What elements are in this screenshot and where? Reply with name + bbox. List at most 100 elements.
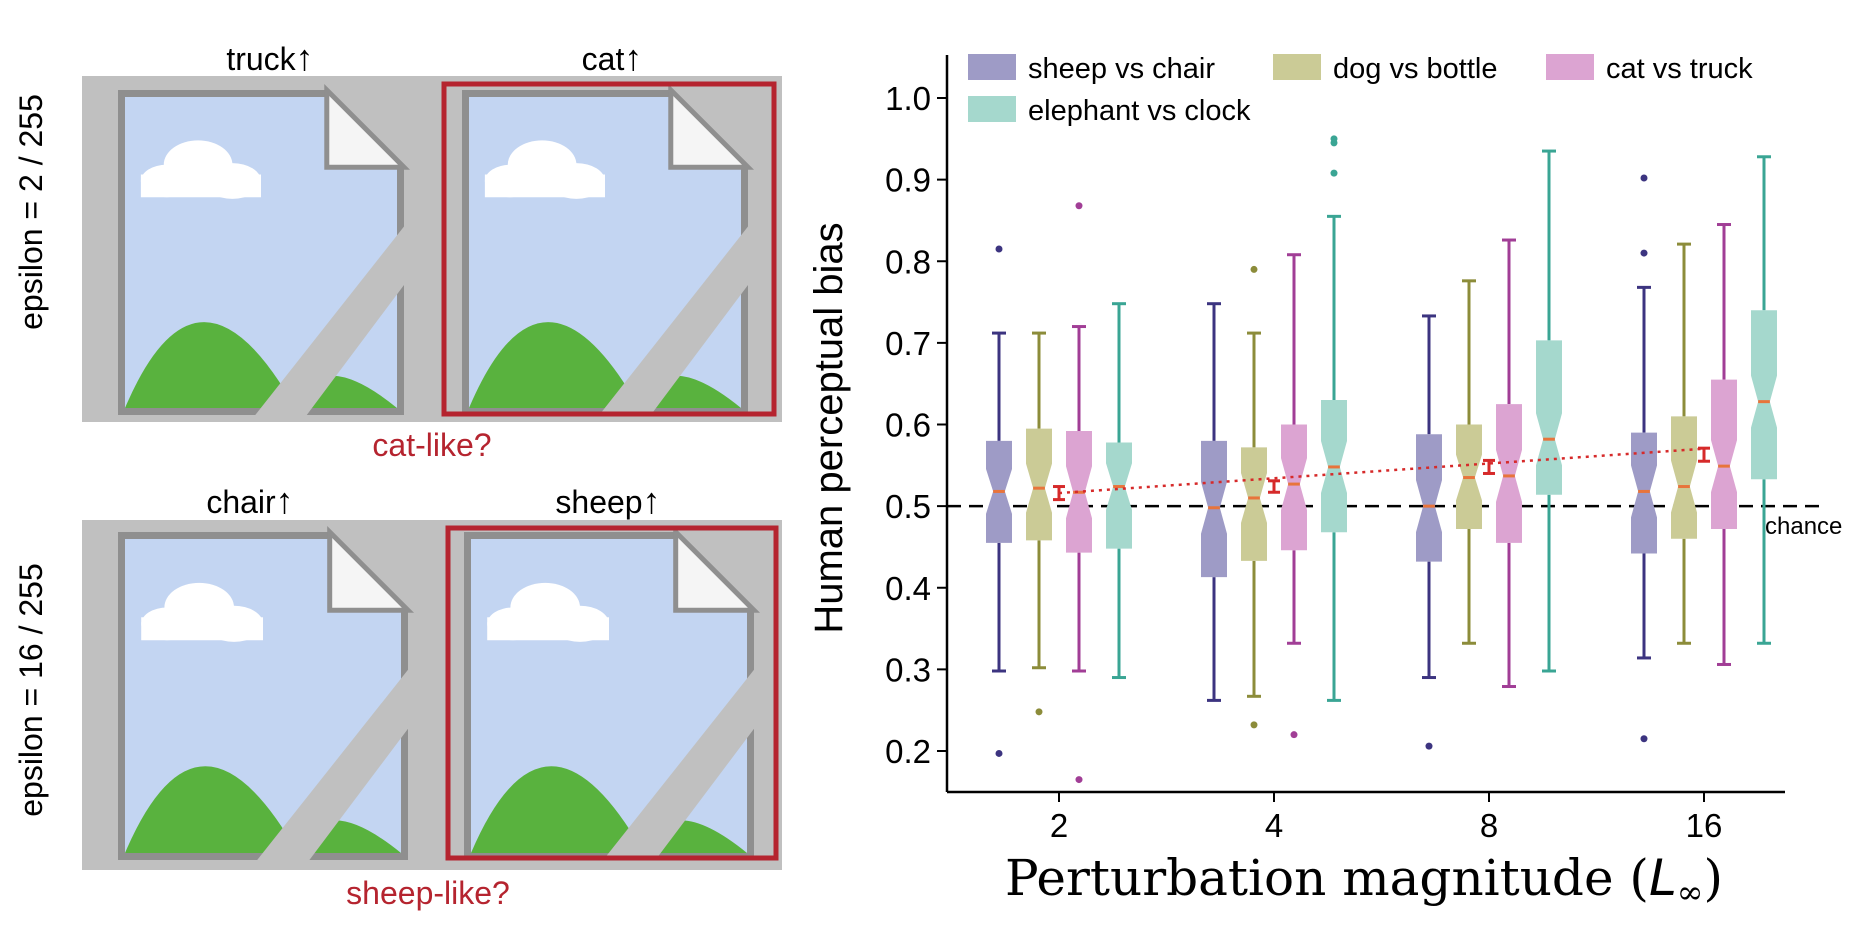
legend-item-dog-vs-bottle: dog vs bottle <box>1273 53 1497 85</box>
box-body <box>1416 434 1442 562</box>
outlier-point <box>1035 708 1043 716</box>
caption-row-1: cat-like? <box>372 427 491 463</box>
right-class-label-row-2: sheep↑ <box>555 480 660 521</box>
box-sheep-vs-chair-8 <box>1416 314 1442 750</box>
outlier-point <box>1250 265 1258 273</box>
box-elephant-vs-clock-4 <box>1321 135 1347 702</box>
y-tick-label: 0.8 <box>885 243 931 280</box>
outlier-point <box>1075 776 1083 784</box>
x-tick-label: 8 <box>1480 807 1498 844</box>
x-tick-label: 4 <box>1265 807 1283 844</box>
box-body <box>1631 432 1657 554</box>
x-axis-title-symbol: L <box>1649 849 1677 907</box>
box-cat-vs-truck-8 <box>1496 238 1522 689</box>
legend-swatch <box>968 54 1016 80</box>
x-tick-label: 2 <box>1050 807 1068 844</box>
legend: sheep vs chair dog vs bottle cat vs truck e… <box>968 53 1753 127</box>
legend-item-sheep-vs-chair: sheep vs chair <box>968 53 1215 85</box>
left-class-label-row-2: chair↑ <box>206 480 293 521</box>
outlier-point <box>1330 169 1338 177</box>
legend-label: elephant vs clock <box>1028 95 1251 127</box>
box-body <box>1496 404 1522 543</box>
x-axis-title-prefix: Perturbation magnitude ( <box>1005 849 1649 907</box>
y-tick-label: 0.4 <box>885 570 931 607</box>
x-axis-title-suffix: ) <box>1703 849 1723 907</box>
y-tick-label: 0.5 <box>885 488 931 525</box>
x-axis-title: Perturbation magnitude (L∞) <box>1005 849 1723 911</box>
y-tick-label: 0.2 <box>885 733 931 770</box>
box-cat-vs-truck-4 <box>1281 253 1307 739</box>
legend-label: dog vs bottle <box>1333 53 1497 85</box>
y-tick-label: 0.9 <box>885 162 931 199</box>
mean-trend-line <box>1058 447 1705 495</box>
outlier-point <box>1425 742 1433 750</box>
legend-label: cat vs truck <box>1606 53 1753 85</box>
box-body <box>1281 424 1307 551</box>
mean-errorbar-8 <box>1483 458 1495 475</box>
x-tick-label: 16 <box>1686 807 1723 844</box>
box-sheep-vs-chair-2 <box>986 245 1012 757</box>
box-body <box>1106 442 1132 549</box>
box-dog-vs-bottle-16 <box>1671 242 1697 645</box>
broken-image-icon <box>462 83 755 415</box>
left-class-label-row-1: truck↑ <box>226 37 313 78</box>
y-axis: 0.2 0.3 0.4 0.5 0.6 0.7 0.8 0.9 1.0 <box>885 55 949 792</box>
outlier-point <box>1640 249 1648 257</box>
mean-errorbar-4 <box>1268 479 1280 494</box>
x-axis-title-subscript: ∞ <box>1677 873 1704 911</box>
legend-swatch <box>1273 54 1321 80</box>
box-body <box>1536 340 1562 495</box>
box-body <box>1711 379 1737 529</box>
outlier-point <box>995 749 1003 757</box>
outlier-point <box>1075 202 1083 210</box>
outlier-point <box>1290 731 1298 739</box>
box-elephant-vs-clock-2 <box>1106 302 1132 680</box>
chance-label: chance <box>1765 513 1842 540</box>
panel-a-row-2: epsilon = 16 / 255 chair↑ sheep↑ sheep-l… <box>13 480 782 911</box>
box-elephant-vs-clock-16 <box>1751 155 1777 645</box>
outlier-point <box>995 245 1003 253</box>
legend-item-cat-vs-truck: cat vs truck <box>1546 53 1753 85</box>
boxes <box>986 135 1777 784</box>
box-body <box>1671 416 1697 539</box>
legend-swatch <box>1546 54 1594 80</box>
box-dog-vs-bottle-2 <box>1026 331 1052 716</box>
box-cat-vs-truck-2 <box>1066 202 1092 784</box>
right-class-label-row-1: cat↑ <box>582 37 643 78</box>
panel-a-row-1: epsilon = 2 / 255 truck↑ cat↑ cat-like? <box>13 37 782 463</box>
mean-trend <box>1053 446 1710 502</box>
y-tick-label: 1.0 <box>885 80 931 117</box>
legend-swatch <box>968 96 1016 122</box>
broken-image-icon <box>118 83 411 415</box>
box-body <box>1026 428 1052 541</box>
legend-label: sheep vs chair <box>1028 53 1215 85</box>
panel-a: epsilon = 2 / 255 truck↑ cat↑ cat-like? … <box>13 37 782 911</box>
box-dog-vs-bottle-8 <box>1456 279 1482 645</box>
epsilon-label-row-1: epsilon = 2 / 255 <box>13 94 49 330</box>
epsilon-label-row-2: epsilon = 16 / 255 <box>13 563 49 817</box>
y-axis-title: Human perceptual bias <box>807 222 851 633</box>
x-axis: 2 4 8 16 <box>947 790 1785 844</box>
box-cat-vs-truck-16 <box>1711 223 1737 666</box>
highlight-frame-row-2 <box>445 525 779 861</box>
box-elephant-vs-clock-8 <box>1536 149 1562 673</box>
box-dog-vs-bottle-4 <box>1241 265 1267 729</box>
outlier-point <box>1640 174 1648 182</box>
outlier-point <box>1250 721 1258 729</box>
legend-item-elephant-vs-clock: elephant vs clock <box>968 95 1251 127</box>
box-body <box>1241 447 1267 561</box>
outlier-point <box>1330 139 1338 147</box>
box-body <box>1751 310 1777 480</box>
caption-row-2: sheep-like? <box>346 875 510 911</box>
box-sheep-vs-chair-4 <box>1201 302 1227 702</box>
highlight-frame-row-1 <box>441 81 777 417</box>
chart: sheep vs chair dog vs bottle cat vs truck e… <box>807 53 1842 911</box>
outlier-point <box>1640 735 1648 743</box>
mean-errorbar-2 <box>1053 485 1065 502</box>
y-tick-label: 0.6 <box>885 407 931 444</box>
broken-image-icon <box>464 525 761 860</box>
y-tick-label: 0.3 <box>885 651 931 688</box>
box-sheep-vs-chair-16 <box>1631 174 1657 743</box>
broken-image-icon <box>118 525 415 860</box>
